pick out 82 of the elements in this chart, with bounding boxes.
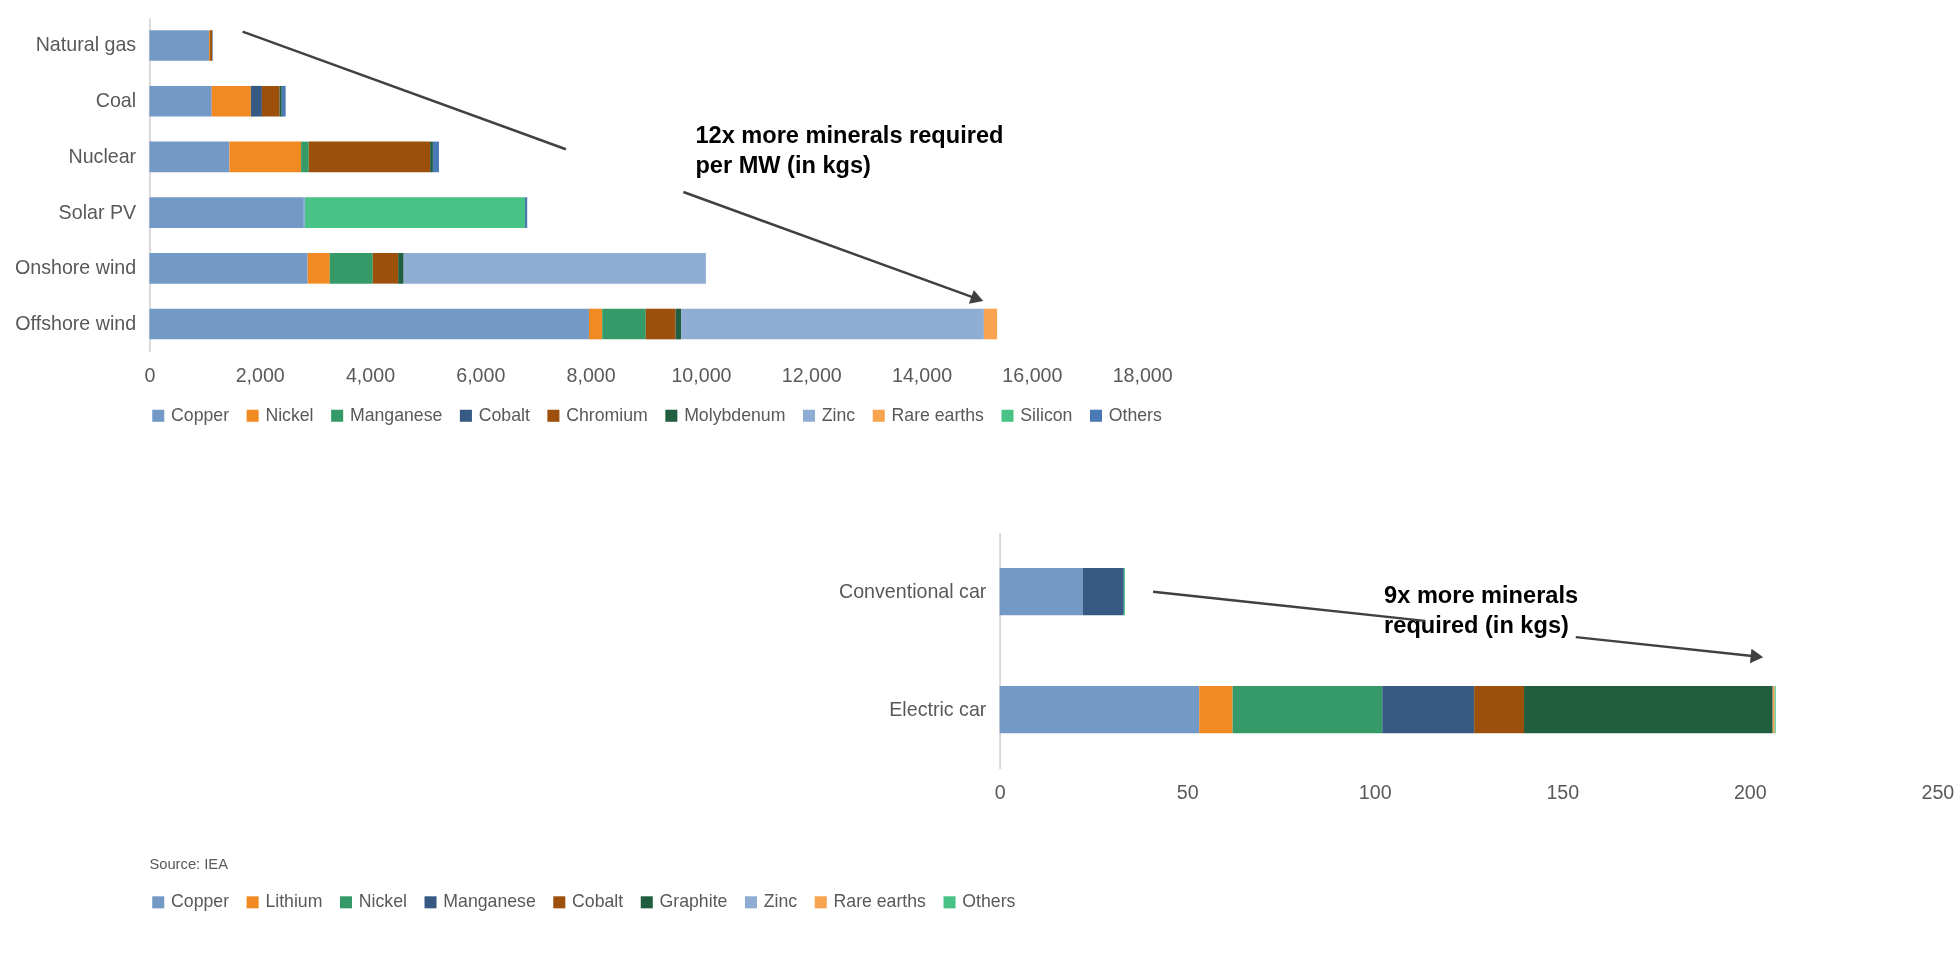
bar (250, 85, 262, 117)
legend-label: Lithium (265, 891, 323, 912)
bar (149, 253, 308, 284)
bar (279, 85, 282, 117)
bar (681, 308, 984, 340)
legend-label: Graphite (659, 891, 728, 912)
bar (149, 141, 230, 173)
bar (983, 308, 998, 340)
source-note: Source: IEA (149, 855, 229, 872)
bar (1524, 686, 1773, 734)
x-tick-label: 8,000 (566, 363, 616, 386)
bar (588, 308, 603, 340)
legend-label: Zinc (763, 891, 798, 912)
legend-label: Silicon (1020, 404, 1073, 425)
bar (1474, 686, 1525, 734)
legend-label: Cobalt (572, 891, 624, 912)
y-tick-label: Onshore wind (14, 256, 137, 279)
x-tick-label: 6,000 (456, 363, 506, 386)
bar (307, 253, 330, 284)
y-tick-label: Offshore wind (15, 311, 137, 334)
x-tick-label: 2,000 (235, 363, 285, 386)
bar (398, 253, 404, 284)
legend-label: Manganese (443, 891, 536, 912)
bar (432, 141, 439, 173)
legend-label: Chromium (566, 404, 648, 425)
legend-label: Rare earths (833, 891, 927, 912)
bar (229, 141, 302, 173)
x-tick-label: 0 (144, 363, 156, 386)
legend-label: Copper (171, 404, 230, 425)
bar (301, 141, 309, 173)
bar (281, 85, 286, 117)
x-tick-label: 16,000 (1002, 363, 1063, 386)
bar (645, 308, 676, 340)
bar (149, 85, 212, 117)
bar (525, 197, 528, 228)
x-tick-label: 10,000 (671, 363, 732, 386)
y-tick-label: Solar PV (58, 200, 138, 223)
bar (211, 85, 251, 117)
legend-label: Copper (171, 891, 230, 912)
y-tick-label: Natural gas (35, 33, 137, 56)
x-tick-label: 4,000 (345, 363, 396, 386)
bar (1232, 686, 1383, 734)
legend-label: Others (1108, 404, 1162, 425)
annotation: 12x more minerals required per MW (in kgs) (695, 122, 1004, 178)
bar (1199, 686, 1233, 734)
bar (308, 141, 431, 173)
legend-label: Zinc (821, 404, 856, 425)
x-tick-label: 18,000 (1112, 363, 1173, 386)
bar (149, 197, 304, 228)
y-tick-label: Conventional car (838, 579, 987, 602)
legend-label: Others (962, 891, 1016, 912)
x-tick-label: 50 (1176, 780, 1199, 803)
legend-label: Cobalt (478, 404, 530, 425)
y-tick-label: Nuclear (68, 144, 137, 167)
legend-label: Nickel (358, 891, 407, 912)
bar (372, 253, 399, 284)
x-tick-label: 100 (1358, 780, 1392, 803)
y-tick-label: Coal (95, 89, 137, 112)
legend-label: Nickel (265, 404, 314, 425)
bar (999, 686, 1200, 734)
x-tick-label: 150 (1546, 780, 1580, 803)
annotation: 9x more minerals required (in kgs) (1384, 582, 1579, 638)
bar (999, 568, 1083, 616)
x-tick-label: 200 (1733, 780, 1767, 803)
legend-label: Manganese (349, 404, 443, 425)
bar (1082, 568, 1124, 616)
bar (304, 197, 525, 228)
bar (149, 308, 589, 340)
bar (261, 85, 280, 117)
x-tick-label: 250 (1921, 780, 1955, 803)
bar (430, 141, 433, 173)
y-tick-label: Electric car (889, 697, 987, 720)
x-tick-label: 12,000 (781, 363, 842, 386)
bar (1382, 686, 1475, 734)
bar (149, 30, 209, 61)
bar (403, 253, 706, 284)
bar (329, 253, 373, 284)
legend-label: Molybdenum (684, 404, 786, 425)
legend-label: Rare earths (891, 404, 985, 425)
x-tick-label: 14,000 (892, 363, 953, 386)
x-tick-label: 0 (994, 780, 1006, 803)
bar (602, 308, 646, 340)
